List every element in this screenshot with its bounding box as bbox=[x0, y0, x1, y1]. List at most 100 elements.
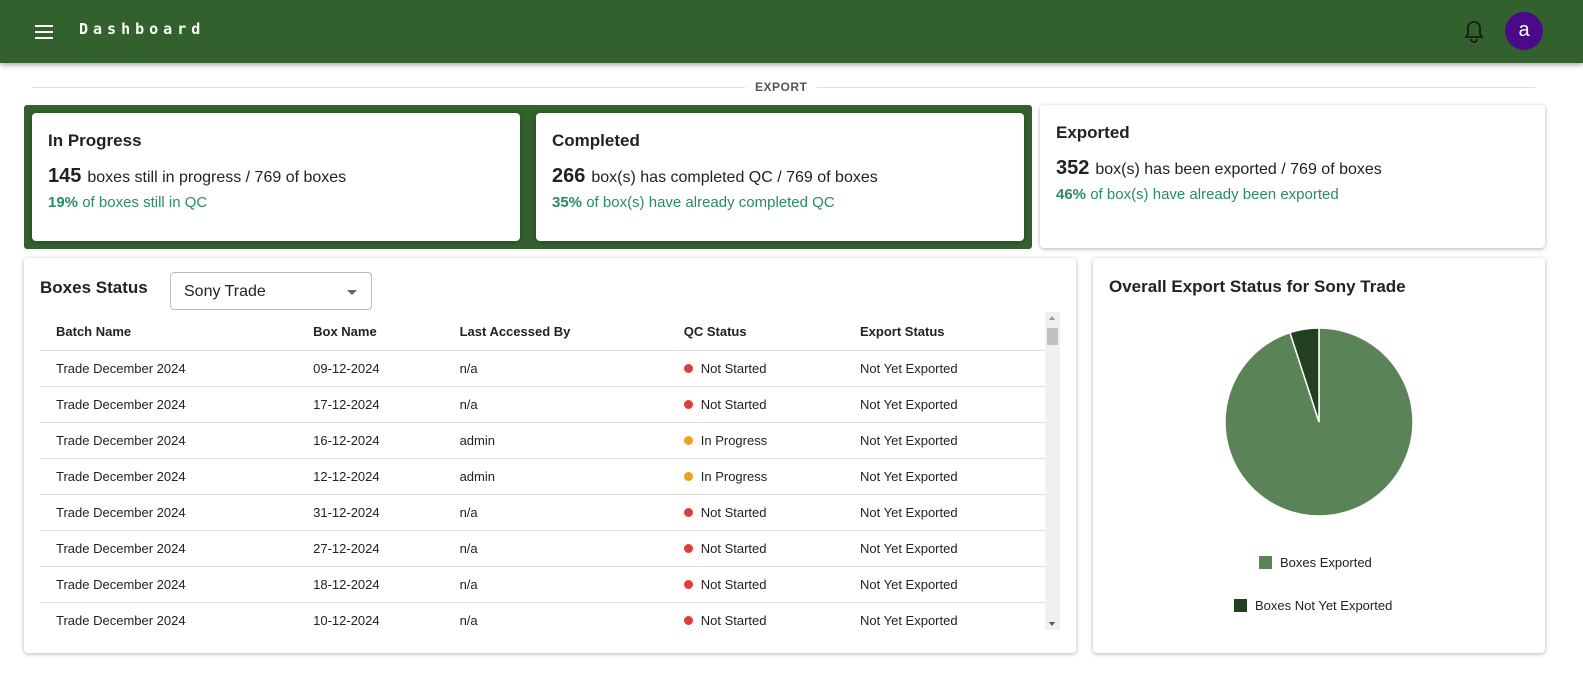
table-row[interactable]: Trade December 2024 10-12-2024 n/a Not Star… bbox=[40, 602, 1045, 630]
status-dot-icon bbox=[683, 508, 693, 517]
trade-select[interactable]: Sony Trade bbox=[170, 272, 372, 310]
page-title: Dashboard bbox=[79, 20, 206, 38]
card-pct: 19% bbox=[48, 194, 79, 211]
cell-text: 12-12-2024 bbox=[313, 469, 380, 484]
cell-text: Trade December 2024 bbox=[56, 469, 186, 484]
table-cell: n/a bbox=[443, 494, 668, 531]
card-title: Completed bbox=[552, 131, 640, 150]
cell-text: Not Started bbox=[700, 613, 767, 628]
table-cell: Trade December 2024 bbox=[40, 566, 298, 603]
select-value: Sony Trade bbox=[184, 283, 266, 300]
cell-text: In Progress bbox=[700, 469, 768, 484]
card-pct-text: of box(s) have already completed QC bbox=[586, 194, 835, 211]
card-pct: 35% bbox=[552, 194, 583, 211]
cell-text: Not Yet Exported bbox=[860, 577, 958, 592]
cell-text: In Progress bbox=[700, 433, 768, 448]
scroll-up-icon[interactable] bbox=[1049, 316, 1055, 320]
cell-text: Not Yet Exported bbox=[860, 541, 958, 556]
table-cell: Trade December 2024 bbox=[40, 530, 298, 567]
table-cell: 27-12-2024 bbox=[297, 530, 444, 567]
table-cell: Not Yet Exported bbox=[844, 422, 1045, 459]
cell-text: 18-12-2024 bbox=[313, 577, 380, 592]
export-chart-card: Overall Export Status for Sony Trade Box… bbox=[1093, 258, 1545, 653]
cell-text: n/a bbox=[459, 577, 478, 592]
legend-swatch bbox=[1259, 556, 1272, 569]
cell-text: Not Yet Exported bbox=[860, 469, 958, 484]
card-pct: 46% bbox=[1056, 186, 1087, 203]
card-pct-text: of boxes still in QC bbox=[82, 194, 208, 211]
pie-chart bbox=[1224, 327, 1414, 517]
table-row[interactable]: Trade December 2024 16-12-2024 admin In Pro… bbox=[40, 422, 1045, 459]
table-cell: 12-12-2024 bbox=[297, 458, 444, 495]
legend-item[interactable]: Boxes Not Yet Exported bbox=[1234, 598, 1392, 613]
table-cell: Not Started bbox=[667, 602, 844, 630]
cell-text: Not Started bbox=[700, 577, 767, 592]
cell-text: Not Started bbox=[700, 505, 767, 520]
table-cell: Trade December 2024 bbox=[40, 602, 298, 630]
completed-card: Completed 266 box(s) has completed QC / 7… bbox=[536, 113, 1024, 241]
cell-text: Trade December 2024 bbox=[56, 433, 186, 448]
table-row[interactable]: Trade December 2024 18-12-2024 n/a Not Star… bbox=[40, 566, 1045, 603]
avatar[interactable]: a bbox=[1505, 12, 1543, 50]
cell-text: Trade December 2024 bbox=[56, 397, 186, 412]
table-cell: Trade December 2024 bbox=[40, 350, 298, 387]
table-cell: Not Yet Exported bbox=[844, 458, 1045, 495]
table-cell: n/a bbox=[443, 350, 668, 387]
cell-text: Not Started bbox=[700, 361, 767, 376]
table-row[interactable]: Trade December 2024 27-12-2024 n/a Not Star… bbox=[40, 530, 1045, 567]
in-progress-card: In Progress 145 boxes still in progress /… bbox=[32, 113, 520, 241]
column-header[interactable]: Export Status bbox=[844, 312, 1045, 351]
column-header[interactable]: Box Name bbox=[297, 312, 444, 351]
table-cell: n/a bbox=[443, 530, 668, 567]
table-row[interactable]: Trade December 2024 31-12-2024 n/a Not Star… bbox=[40, 494, 1045, 531]
bell-icon[interactable] bbox=[1463, 20, 1485, 44]
table-row[interactable]: Trade December 2024 17-12-2024 n/a Not Star… bbox=[40, 386, 1045, 423]
cell-text: n/a bbox=[459, 361, 478, 376]
menu-icon[interactable] bbox=[35, 25, 53, 43]
legend-swatch bbox=[1234, 599, 1247, 612]
status-dot-icon bbox=[683, 436, 693, 445]
table-row[interactable]: Trade December 2024 09-12-2024 n/a Not Star… bbox=[40, 350, 1045, 387]
legend-label: Boxes Not Yet Exported bbox=[1255, 598, 1393, 613]
scroll-down-icon[interactable] bbox=[1049, 622, 1055, 626]
table-cell: Trade December 2024 bbox=[40, 494, 298, 531]
pie-slice[interactable] bbox=[1289, 327, 1320, 423]
column-header[interactable]: Last Accessed By bbox=[443, 312, 668, 351]
table-cell: Not Started bbox=[667, 386, 844, 423]
scroll-thumb[interactable] bbox=[1047, 328, 1058, 345]
table-cell: Not Started bbox=[667, 566, 844, 603]
column-header[interactable]: Batch Name bbox=[40, 312, 298, 351]
exported-card: Exported 352 box(s) has been exported / 7… bbox=[1040, 105, 1545, 248]
table-cell: In Progress bbox=[667, 422, 844, 459]
cell-text: 17-12-2024 bbox=[313, 397, 380, 412]
chart-title: Overall Export Status for Sony Trade bbox=[1109, 277, 1406, 296]
cell-text: n/a bbox=[459, 613, 478, 628]
cell-text: 10-12-2024 bbox=[313, 613, 380, 628]
table-cell: Not Yet Exported bbox=[844, 566, 1045, 603]
section-label: EXPORT bbox=[745, 80, 818, 94]
card-title: In Progress bbox=[48, 131, 142, 150]
table-cell: Not Yet Exported bbox=[844, 386, 1045, 423]
card-title: Exported bbox=[1056, 123, 1130, 142]
chevron-down-icon bbox=[347, 290, 357, 295]
cell-text: 09-12-2024 bbox=[313, 361, 380, 376]
cell-text: Trade December 2024 bbox=[56, 577, 186, 592]
status-dot-icon bbox=[683, 544, 693, 553]
status-dot-icon bbox=[683, 364, 693, 373]
table-cell: Not Yet Exported bbox=[844, 602, 1045, 630]
cell-text: Not Yet Exported bbox=[860, 505, 958, 520]
table-cell: admin bbox=[443, 458, 668, 495]
cell-text: Not Started bbox=[700, 397, 767, 412]
legend-item[interactable]: Boxes Exported bbox=[1259, 555, 1372, 570]
status-dot-icon bbox=[683, 400, 693, 409]
card-count: 266 bbox=[552, 165, 586, 187]
table-scrollbar[interactable] bbox=[1045, 312, 1060, 630]
cell-text: 16-12-2024 bbox=[313, 433, 380, 448]
boxes-status-card: Boxes Status Sony Trade Batch Name Box Na… bbox=[24, 258, 1076, 653]
table-row[interactable]: Trade December 2024 12-12-2024 admin In Pro… bbox=[40, 458, 1045, 495]
cell-text: admin bbox=[459, 469, 495, 484]
status-dot-icon bbox=[683, 580, 693, 589]
column-header[interactable]: QC Status bbox=[667, 312, 844, 351]
table-cell: Not Started bbox=[667, 350, 844, 387]
app-header: Dashboard a bbox=[0, 0, 1583, 63]
